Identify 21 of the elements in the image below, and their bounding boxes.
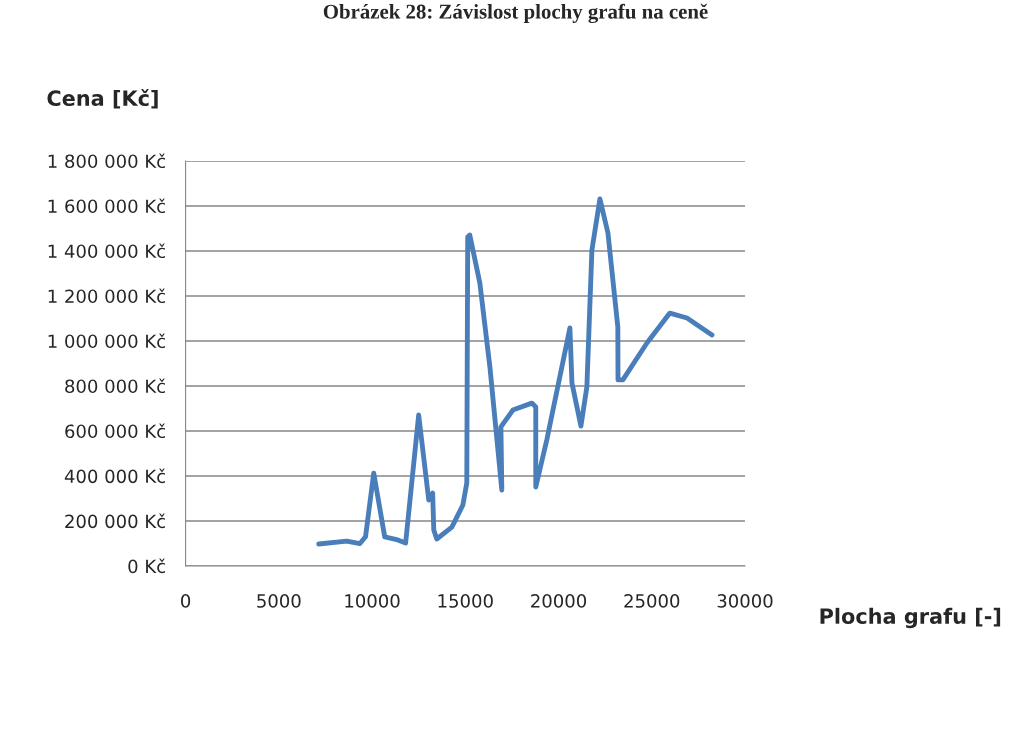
y-tick-label: 1 600 000 Kč <box>48 198 166 214</box>
y-tick-label: 200 000 Kč <box>65 513 166 529</box>
x-tick-label: 25000 <box>624 594 680 608</box>
y-tick-label: 1 800 000 Kč <box>48 153 166 169</box>
y-tick-label: 1 200 000 Kč <box>48 288 166 304</box>
y-tick-label: 0 Kč <box>128 558 166 574</box>
x-tick-label: 15000 <box>438 594 493 608</box>
chart-title: Obrázek 28: Závislost plochy grafu na ceně <box>323 3 708 24</box>
line-series <box>316 196 715 547</box>
x-tick-label: 30000 <box>717 594 773 608</box>
y-tick-label: 400 000 Kč <box>64 468 166 484</box>
x-tick-label: 10000 <box>345 594 400 608</box>
y-axis-title: Cena [Kč] <box>47 89 158 109</box>
y-tick-label: 600 000 Kč <box>65 423 166 439</box>
y-tick-label: 1 400 000 Kč <box>48 243 166 259</box>
x-tick-label: 20000 <box>531 594 587 608</box>
y-tick-label: 1 000 000 Kč <box>48 333 166 349</box>
x-tick-label: 0 <box>181 594 191 608</box>
x-axis-title: Plocha grafu [-] <box>820 607 1001 629</box>
x-tick-label: 5000 <box>257 594 301 608</box>
y-tick-label: 800 000 Kč <box>65 378 166 394</box>
